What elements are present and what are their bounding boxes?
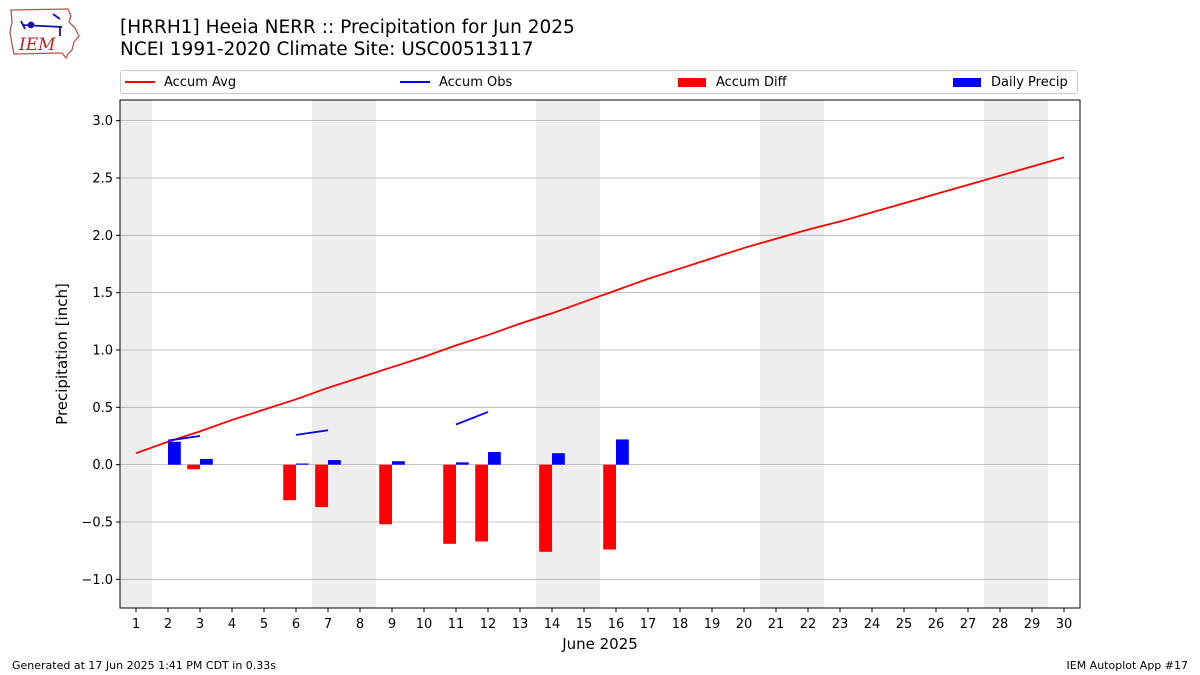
x-tick-label-4: 5 xyxy=(260,617,268,632)
x-tick-label-15: 16 xyxy=(608,617,625,632)
accum-obs-segment-0 xyxy=(167,435,201,442)
y-tick-label-0: −1.0 xyxy=(81,573,113,588)
x-axis-ticks: 1 2 3 4 5 6 7 8 9 10 11 12 13 14 15 16 17 18 19 20 21 22 23 24 2… xyxy=(132,608,1072,632)
lines xyxy=(135,156,1065,455)
y-axis-ticks: −1.0 −0.5 0.0 0.5 1.0 1.5 2.0 2.5 3.0 xyxy=(81,114,120,588)
y-tick-label-1: −0.5 xyxy=(81,515,113,530)
legend-item-accum-obs: Accum Obs xyxy=(400,71,512,93)
x-tick-label-17: 18 xyxy=(672,617,689,632)
x-tick-label-28: 29 xyxy=(1024,617,1041,632)
accum-diff-bar-16 xyxy=(603,464,616,550)
daily-precip-bar-16 xyxy=(616,439,629,465)
accum-diff-bar-14 xyxy=(539,464,552,552)
accum-obs-segment-2 xyxy=(455,411,489,426)
x-tick-label-27: 28 xyxy=(992,617,1009,632)
x-tick-label-14: 15 xyxy=(576,617,593,632)
y-gridlines xyxy=(120,120,1080,580)
x-tick-label-12: 13 xyxy=(512,617,529,632)
x-tick-label-21: 22 xyxy=(800,617,817,632)
legend-item-daily-precip: Daily Precip xyxy=(953,71,1068,93)
daily-precip-bar-2 xyxy=(168,441,181,465)
accum-diff-bar-7 xyxy=(315,464,328,508)
weekend-span-1 xyxy=(312,100,376,608)
x-tick-label-26: 27 xyxy=(960,617,977,632)
legend-label-accum-avg: Accum Avg xyxy=(164,74,237,90)
weather-station-icon xyxy=(20,13,63,36)
iowa-state-outline xyxy=(9,8,80,60)
x-tick-label-9: 10 xyxy=(416,617,433,632)
y-tick-label-4: 1.0 xyxy=(92,343,113,358)
accum-diff-bar-3 xyxy=(187,464,200,470)
y-tick-label-7: 2.5 xyxy=(92,171,113,186)
plot-frame xyxy=(119,99,1081,609)
x-axis-label: June 2025 xyxy=(561,635,638,653)
x-tick-label-6: 7 xyxy=(324,617,332,632)
accum-avg-line xyxy=(135,156,1065,455)
legend-swatch-daily-precip xyxy=(953,77,981,87)
x-tick-label-20: 21 xyxy=(768,617,785,632)
chart-legend: Accum Avg Accum Obs Accum Diff Daily Pre… xyxy=(120,70,1078,94)
legend-item-accum-diff: Accum Diff xyxy=(678,71,787,93)
footer-generated: Generated at 17 Jun 2025 1:41 PM CDT in … xyxy=(12,659,277,672)
legend-item-accum-avg: Accum Avg xyxy=(125,71,236,93)
accum-diff-bar-6 xyxy=(283,464,296,501)
x-tick-label-22: 23 xyxy=(832,617,849,632)
x-tick-label-5: 6 xyxy=(292,617,300,632)
daily-precip-bar-6 xyxy=(296,463,309,465)
legend-swatch-accum-obs xyxy=(400,81,430,83)
weekend-shading xyxy=(120,100,1048,608)
accum-diff-bar-9 xyxy=(379,464,392,525)
daily-precip-bar-9 xyxy=(392,461,405,465)
chart-title: [HRRH1] Heeia NERR :: Precipitation for … xyxy=(120,17,575,38)
x-tick-label-2: 3 xyxy=(196,617,204,632)
x-tick-label-25: 26 xyxy=(928,617,945,632)
y-axis-label: Precipitation [inch] xyxy=(53,283,71,425)
x-tick-label-10: 11 xyxy=(448,617,465,632)
x-tick-label-16: 17 xyxy=(640,617,657,632)
x-tick-label-23: 24 xyxy=(864,617,881,632)
daily-precip-bar-3 xyxy=(200,458,213,465)
footer-app: IEM Autoplot App #17 xyxy=(1066,659,1189,672)
x-tick-label-29: 30 xyxy=(1056,617,1073,632)
weekend-span-0 xyxy=(120,100,152,608)
daily-precip-bar-7 xyxy=(328,460,341,465)
x-tick-label-18: 19 xyxy=(704,617,721,632)
accum-diff-bar-11 xyxy=(443,464,456,544)
x-tick-label-8: 9 xyxy=(388,617,396,632)
weekend-span-4 xyxy=(984,100,1048,608)
chart-subtitle: NCEI 1991-2020 Climate Site: USC00513117 xyxy=(120,39,534,60)
logo-text: IEM xyxy=(18,35,56,55)
x-tick-label-3: 4 xyxy=(228,617,236,632)
weekend-span-3 xyxy=(760,100,824,608)
daily-precip-bar-11 xyxy=(456,462,469,465)
x-tick-label-13: 14 xyxy=(544,617,561,632)
bars xyxy=(168,439,629,552)
legend-label-accum-diff: Accum Diff xyxy=(716,74,787,90)
y-tick-label-3: 0.5 xyxy=(92,401,113,416)
accum-obs-segment-1 xyxy=(295,429,329,436)
y-tick-label-6: 2.0 xyxy=(92,229,113,244)
x-tick-label-1: 2 xyxy=(164,617,172,632)
legend-swatch-accum-avg xyxy=(125,81,155,83)
legend-label-daily-precip: Daily Precip xyxy=(991,74,1068,90)
legend-label-accum-obs: Accum Obs xyxy=(439,74,513,90)
y-tick-label-8: 3.0 xyxy=(92,114,113,129)
daily-precip-bar-12 xyxy=(488,452,501,465)
iem-logo: IEM xyxy=(9,8,80,60)
x-tick-label-11: 12 xyxy=(480,617,497,632)
x-tick-label-19: 20 xyxy=(736,617,753,632)
daily-precip-bar-14 xyxy=(552,453,565,465)
accum-diff-bar-12 xyxy=(475,464,488,542)
x-tick-label-24: 25 xyxy=(896,617,913,632)
legend-swatch-accum-diff xyxy=(678,77,706,87)
y-tick-label-5: 1.5 xyxy=(92,286,113,301)
x-tick-label-7: 8 xyxy=(356,617,364,632)
y-tick-label-2: 0.0 xyxy=(92,458,113,473)
x-tick-label-0: 1 xyxy=(132,617,140,632)
